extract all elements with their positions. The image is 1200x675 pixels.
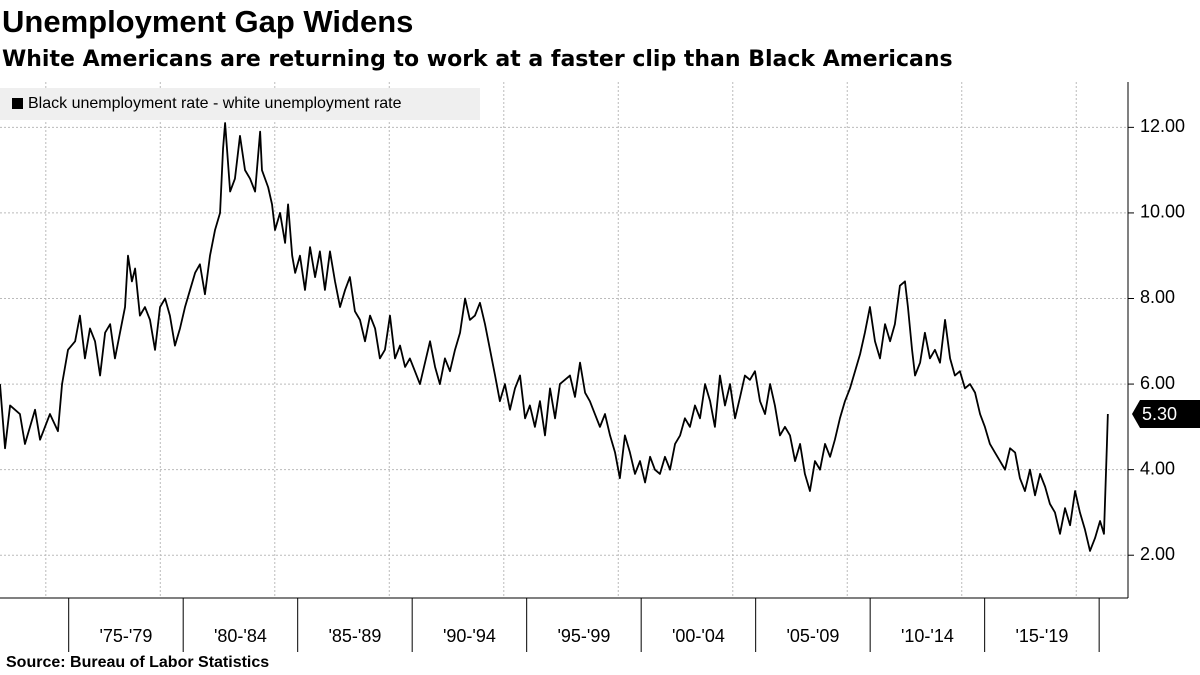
last-value-label: 5.30 (1142, 404, 1177, 424)
y-tick-label: 6.00 (1140, 373, 1175, 393)
y-tick-label: 8.00 (1140, 287, 1175, 307)
x-tick-label: '10-'14 (901, 626, 954, 646)
legend-label: Black unemployment rate - white unemploy… (28, 95, 402, 112)
chart-title: Unemployment Gap Widens (2, 4, 413, 39)
y-tick-label: 12.00 (1140, 116, 1185, 136)
source: Source: Bureau of Labor Statistics (6, 654, 269, 671)
x-tick-label: '15-'19 (1015, 626, 1068, 646)
legend-box (0, 88, 480, 120)
line (0, 122, 1109, 552)
x-tick-label: '05-'09 (786, 626, 839, 646)
x-tick-label: '90-'94 (443, 626, 496, 646)
x-tick-label: '75-'79 (99, 626, 152, 646)
chart-subtitle: White Americans are returning to work at… (2, 47, 953, 72)
legend-swatch (12, 98, 23, 109)
x-tick-label: '95-'99 (557, 626, 610, 646)
x-tick-label: '00-'04 (672, 626, 725, 646)
last-value-box (1132, 400, 1200, 429)
x-tick-label: '85-'89 (328, 626, 381, 646)
y-tick-label: 2.00 (1140, 544, 1175, 564)
y-tick-label: 10.00 (1140, 202, 1185, 222)
x-tick-label: '80-'84 (214, 626, 267, 646)
y-tick-label: 4.00 (1140, 458, 1175, 478)
